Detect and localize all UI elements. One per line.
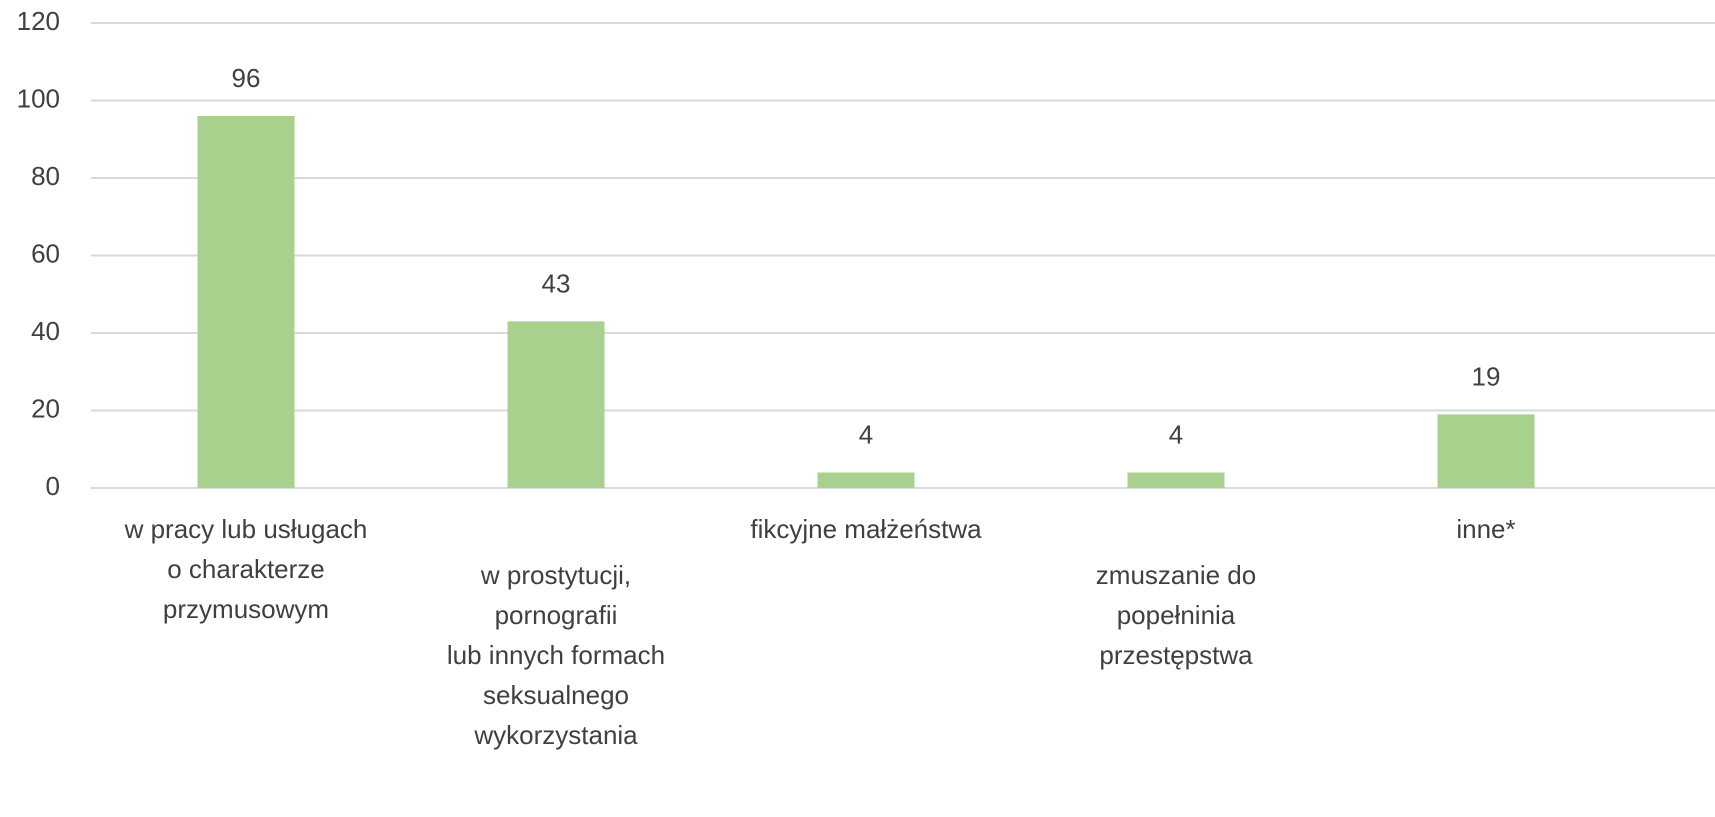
x-tick-label: inne* — [1456, 514, 1515, 544]
y-tick-label: 0 — [46, 471, 60, 501]
y-tick-label: 100 — [17, 83, 60, 113]
x-tick-label: zmuszanie do — [1096, 560, 1256, 590]
x-tick-label: pornografii — [495, 600, 618, 630]
y-tick-label: 20 — [31, 393, 60, 423]
data-label: 4 — [859, 419, 873, 449]
y-tick-label: 120 — [17, 6, 60, 36]
x-tick-label: wykorzystania — [473, 720, 638, 750]
x-tick-label: w prostytucji, — [480, 560, 631, 590]
x-tick-label: przymusowym — [163, 594, 329, 624]
y-tick-label: 60 — [31, 238, 60, 268]
x-tick-label: przestępstwa — [1099, 640, 1253, 670]
data-label: 19 — [1472, 361, 1501, 391]
bar — [1437, 414, 1535, 488]
y-tick-label: 40 — [31, 316, 60, 346]
bar — [817, 472, 915, 488]
y-tick-label: 80 — [31, 161, 60, 191]
x-tick-label: w pracy lub usługach — [124, 514, 368, 544]
x-tick-label: o charakterze — [167, 554, 325, 584]
data-label: 4 — [1169, 419, 1183, 449]
x-tick-label: fikcyjne małżeństwa — [750, 514, 982, 544]
data-label: 96 — [232, 63, 261, 93]
x-tick-label: lub innych formach — [447, 640, 665, 670]
data-label: 43 — [542, 268, 571, 298]
x-tick-label: seksualnego — [483, 680, 629, 710]
x-tick-label: popełninia — [1117, 600, 1236, 630]
bar — [1127, 472, 1225, 488]
bar — [197, 116, 295, 488]
bar — [507, 321, 605, 488]
